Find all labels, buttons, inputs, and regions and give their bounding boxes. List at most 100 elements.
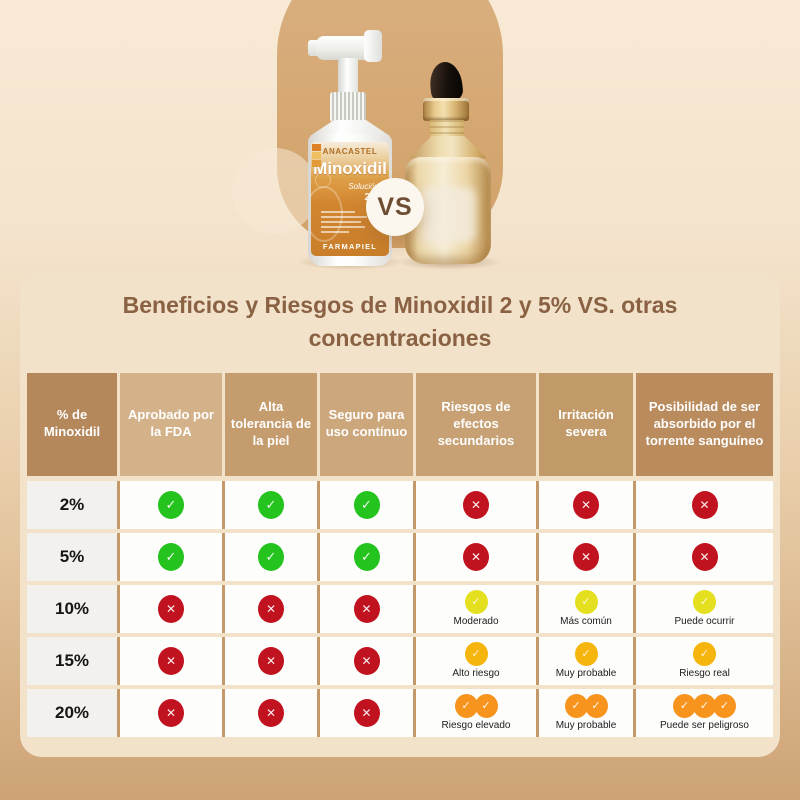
rating-cell: ✓ <box>120 532 222 581</box>
cross-icon: ✕ <box>258 698 284 727</box>
spray-pump-stem <box>338 58 358 94</box>
brand-name: ANACASTEL <box>322 147 378 156</box>
rating-cell: ✓ ✓ Muy probable <box>539 688 633 737</box>
check-icon: ✓ <box>574 590 598 615</box>
rating-cell: ✓ ✓ Riesgo elevado <box>416 688 536 737</box>
rating-cell: ✕ <box>539 480 633 529</box>
check-icon: ✓ <box>693 642 716 667</box>
rating-cell: ✕ <box>320 584 413 633</box>
rating-cell: ✕ <box>416 480 536 529</box>
check-icon: ✓ <box>673 694 696 719</box>
table-row: 20% ✕ ✕ ✕ ✓ ✓ Riesgo elevado ✓ ✓ Muy probable ✓ ✓ ✓ P… <box>27 688 773 737</box>
rating-cell: ✓ Alto riesgo <box>416 636 536 685</box>
rating-cell: ✕ <box>225 584 317 633</box>
column-header: Seguro para uso contínuo <box>320 372 413 476</box>
check-icon: ✓ <box>693 590 716 615</box>
concentration-cell: 5% <box>27 532 117 581</box>
concentration-cell: 10% <box>27 584 117 633</box>
check-icon: ✓ <box>158 542 184 571</box>
rating-cell: ✕ <box>120 688 222 737</box>
vs-badge: VS <box>366 178 424 236</box>
column-header: Irritación severa <box>539 372 633 476</box>
check-icon: ✓ <box>258 542 284 571</box>
table-row: 5% ✓ ✓ ✓ ✕ ✕ ✕ <box>27 532 773 581</box>
rating-cell: ✕ <box>320 636 413 685</box>
rating-cell: ✓ <box>120 480 222 529</box>
risk-note: Riesgo real <box>679 668 730 680</box>
dropper-gold-band <box>423 98 469 121</box>
label-bubble-graphic <box>311 186 343 242</box>
page-title: Beneficios y Riesgos de Minoxidil 2 y 5%… <box>122 292 678 351</box>
rating-cell: ✓ <box>225 480 317 529</box>
product-name: Minoxidil <box>313 159 387 178</box>
check-icon: ✓ <box>564 694 588 719</box>
check-icon: ✓ <box>258 490 284 519</box>
cross-icon: ✕ <box>573 542 599 571</box>
check-icon: ✓ <box>713 694 736 719</box>
rating-cell: ✓ Puede ocurrir <box>636 584 773 633</box>
rating-cell: ✕ <box>225 636 317 685</box>
comparison-panel: Beneficios y Riesgos de Minoxidil 2 y 5%… <box>20 272 780 757</box>
product-form: Solución <box>348 182 379 191</box>
rating-cell: ✕ <box>416 532 536 581</box>
table-header-row: % de Minoxidil Aprobado por la FDA Alta to… <box>27 372 773 476</box>
cross-icon: ✕ <box>691 490 718 519</box>
risk-note: Moderado <box>453 616 499 628</box>
rating-cell: ✓ <box>225 532 317 581</box>
label-color-stripes <box>312 144 321 168</box>
rating-cell: ✓ <box>320 532 413 581</box>
check-icon: ✓ <box>574 642 598 667</box>
glass-highlight <box>420 187 476 243</box>
maker-name: FARMAPIEL <box>322 242 378 251</box>
rating-cell: ✓ Riesgo real <box>636 636 773 685</box>
cross-icon: ✕ <box>258 646 284 675</box>
rating-cell: ✕ <box>636 532 773 581</box>
check-icon: ✓ <box>353 490 380 519</box>
rating-cell: ✓ Más común <box>539 584 633 633</box>
risk-note: Puede ocurrir <box>674 616 735 628</box>
check-icon: ✓ <box>464 642 488 667</box>
rating-cell: ✓ Muy probable <box>539 636 633 685</box>
cross-icon: ✕ <box>158 698 184 727</box>
check-icon: ✓ <box>353 542 380 571</box>
cross-icon: ✕ <box>158 594 184 623</box>
cross-icon: ✕ <box>573 490 599 519</box>
risk-note: Alto riesgo <box>452 668 500 680</box>
concentration-cell: 20% <box>27 688 117 737</box>
rating-cell: ✕ <box>320 688 413 737</box>
check-icon: ✓ <box>693 694 716 719</box>
cross-icon: ✕ <box>353 646 380 675</box>
concentration-cell: 2% <box>27 480 117 529</box>
concentration-cell: 15% <box>27 636 117 685</box>
table-body: 2% ✓ ✓ ✓ ✕ ✕ ✕ 5% ✓ ✓ ✓ ✕ ✕ ✕ 10% ✕ ✕ ✕ ✓ Moderado ✓ Más comú… <box>20 480 780 737</box>
cross-icon: ✕ <box>353 698 380 727</box>
risk-note: Riesgo elevado <box>441 720 511 732</box>
dropper-bottle-neck <box>430 120 464 137</box>
rating-cell: ✓ Moderado <box>416 584 536 633</box>
rating-cell: ✕ <box>636 480 773 529</box>
risk-note: Muy probable <box>555 720 617 732</box>
backdrop-circle <box>232 148 318 234</box>
cross-icon: ✕ <box>463 542 489 571</box>
table-row: 15% ✕ ✕ ✕ ✓ Alto riesgo ✓ Muy probable ✓ Riesgo r… <box>27 636 773 685</box>
spray-bottle-shoulder <box>310 120 390 136</box>
check-icon: ✓ <box>584 694 608 719</box>
generic-dropper-bottle <box>404 60 492 264</box>
cross-icon: ✕ <box>258 594 284 623</box>
rating-cell: ✕ <box>225 688 317 737</box>
rating-cell: ✕ <box>120 636 222 685</box>
risk-note: Muy probable <box>555 668 617 680</box>
column-header: Alta tolerancia de la piel <box>225 372 317 476</box>
column-header: % de Minoxidil <box>27 372 117 476</box>
check-icon: ✓ <box>474 694 498 719</box>
risk-note: Más común <box>560 616 612 628</box>
dropper-bottle-shoulder <box>409 136 487 158</box>
table-row: 10% ✕ ✕ ✕ ✓ Moderado ✓ Más común ✓ Puede ocurrir <box>27 584 773 633</box>
label-bubble-graphic <box>315 172 331 188</box>
check-icon: ✓ <box>464 590 488 615</box>
cross-icon: ✕ <box>353 594 380 623</box>
rating-cell: ✓ <box>320 480 413 529</box>
column-header: Riesgos de efectos secundarios <box>416 372 536 476</box>
column-header: Aprobado por la FDA <box>120 372 222 476</box>
